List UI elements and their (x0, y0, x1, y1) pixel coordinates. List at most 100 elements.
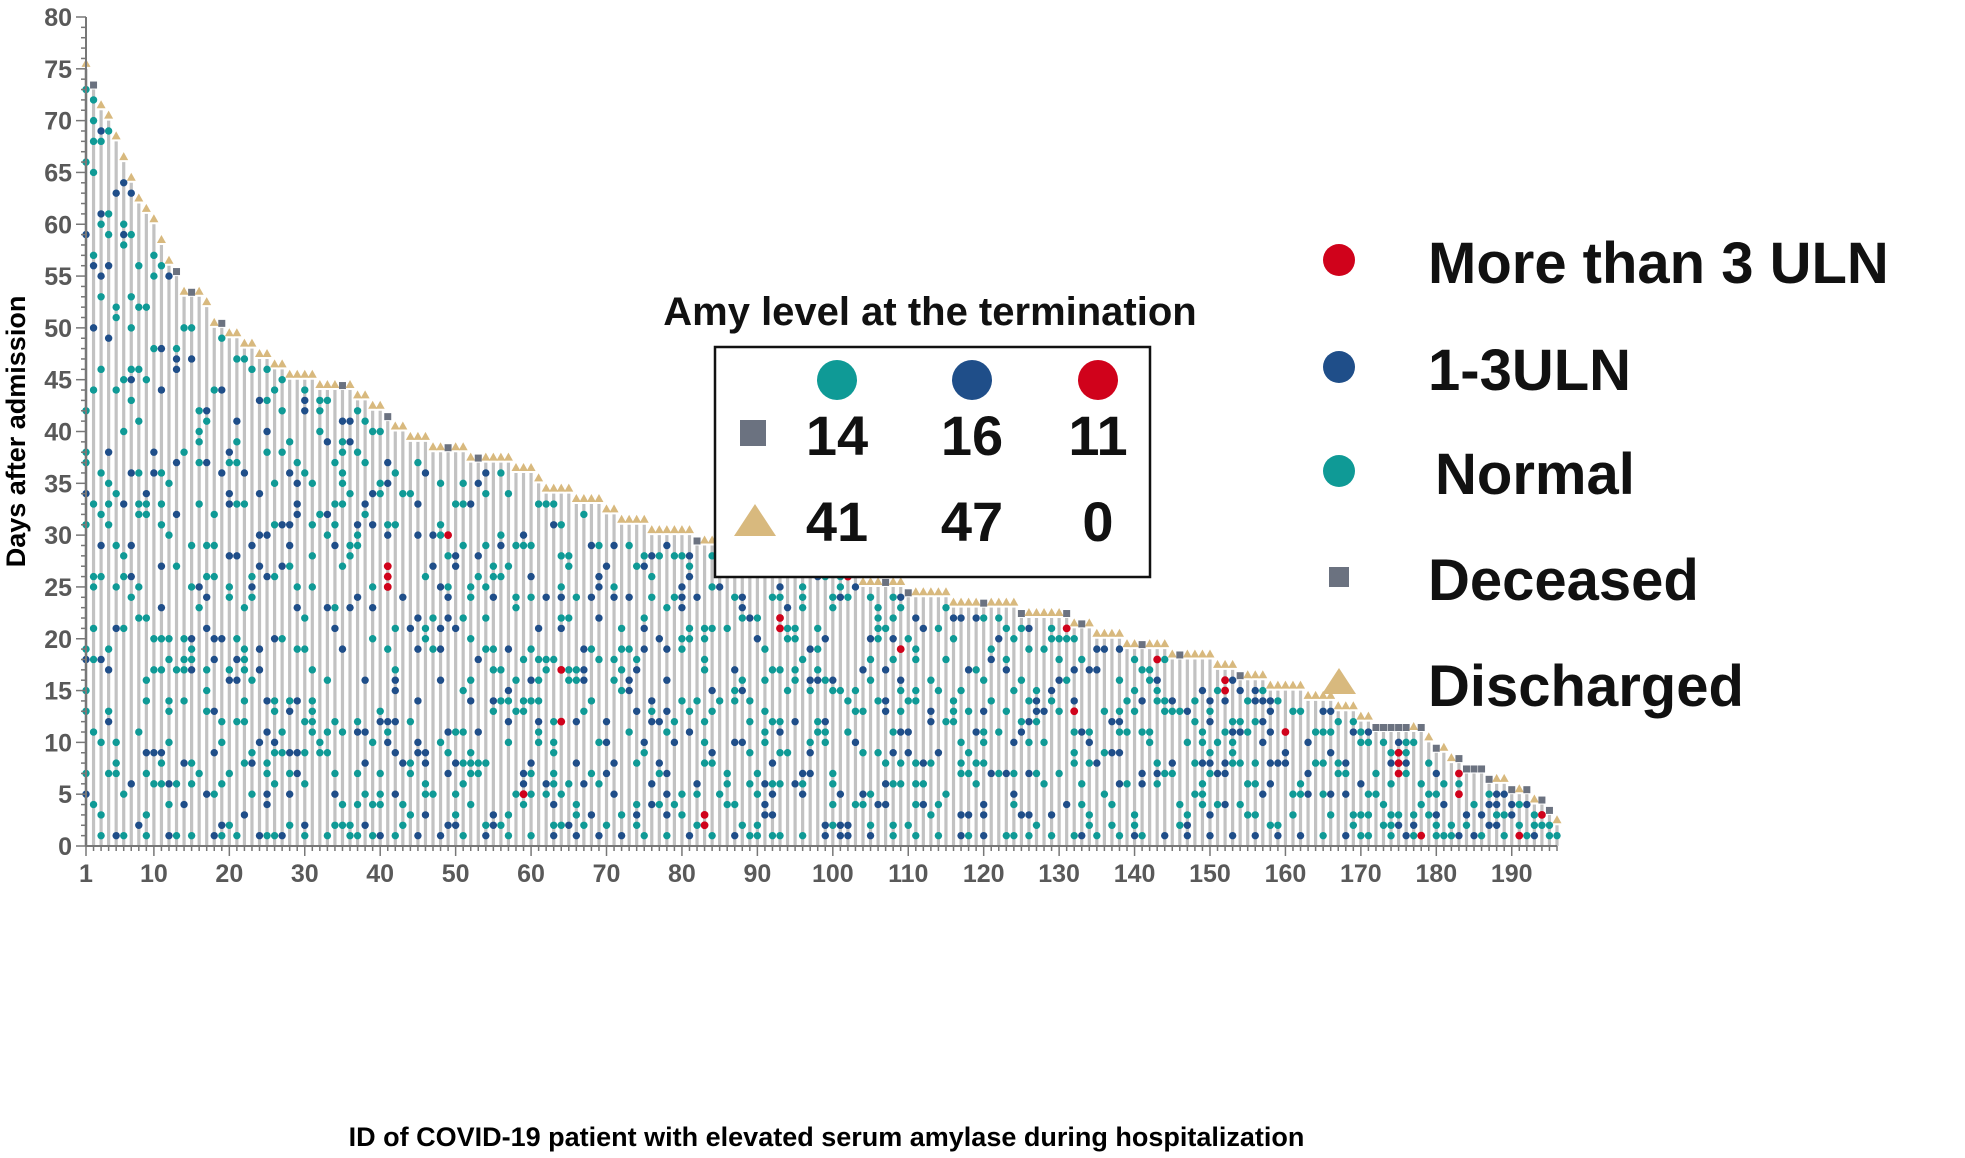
normal-point (640, 614, 648, 622)
normal-point (550, 749, 558, 757)
gt3uln-point (1455, 769, 1463, 778)
uln-1-3-point (1492, 821, 1501, 829)
measurement-point (753, 831, 762, 840)
normal-point (218, 334, 226, 342)
uln-1-3-point (368, 489, 377, 498)
normal-point (550, 655, 558, 664)
discharged-marker (926, 587, 936, 596)
measurement-point (731, 831, 739, 840)
uln-1-3-point (663, 790, 671, 798)
uln-1-3-point (1485, 800, 1493, 809)
y-tick-label: 5 (58, 781, 72, 809)
discharged-marker (1024, 608, 1034, 617)
x-tick-label: 20 (215, 860, 243, 888)
uln-1-3-point (1206, 697, 1214, 705)
normal-point (406, 759, 415, 767)
uln-1-3-point (685, 552, 694, 560)
discharged-marker (556, 483, 566, 492)
normal-point (1259, 686, 1267, 695)
normal-point (89, 168, 98, 177)
uln-1-3-point (1440, 800, 1448, 809)
measurement-point (527, 831, 535, 840)
normal-point (489, 645, 498, 653)
normal-point (580, 821, 588, 829)
normal-point (127, 593, 135, 601)
uln-1-3-point (844, 821, 852, 829)
uln-1-3-point (489, 697, 498, 705)
gt3uln-point (700, 821, 709, 830)
uln-1-3-point (406, 624, 415, 633)
normal-point (512, 676, 520, 684)
normal-point (1115, 707, 1124, 715)
points-layer (81, 58, 1562, 840)
normal-point (1055, 707, 1063, 715)
normal-point (979, 676, 988, 684)
normal-point (1055, 635, 1063, 643)
uln-1-3-point (1085, 738, 1093, 747)
discharged-marker (1167, 649, 1177, 658)
normal-point (859, 707, 867, 715)
normal-point (572, 800, 581, 809)
normal-point (135, 500, 143, 508)
normal-point (685, 562, 694, 570)
normal-point (1206, 707, 1214, 715)
uln-1-3-point (663, 676, 671, 684)
normal-point (519, 541, 528, 550)
uln-1-3-point (399, 593, 407, 601)
uln-1-3-point (225, 676, 234, 684)
normal-point (195, 458, 203, 467)
uln-1-3-point (157, 603, 166, 612)
uln-1-3-point (1349, 728, 1358, 736)
uln-1-3-point (1138, 697, 1146, 705)
normal-point (859, 749, 867, 757)
normal-point (1289, 811, 1297, 819)
uln-1-3-point (1115, 717, 1124, 726)
gt3uln-point (700, 811, 709, 819)
normal-point (1025, 697, 1033, 705)
uln-1-3-point (1259, 790, 1267, 798)
normal-point (135, 510, 143, 519)
uln-1-3-point (610, 759, 618, 767)
discharged-marker (375, 400, 385, 409)
normal-point (120, 375, 128, 384)
uln-1-3-point (255, 562, 264, 570)
normal-point (150, 666, 158, 674)
normal-point (655, 769, 664, 778)
normal-point (142, 500, 151, 508)
normal-point (467, 759, 475, 767)
normal-point (316, 749, 324, 757)
discharged-marker (179, 286, 189, 295)
normal-point (233, 717, 241, 726)
y-tick-label: 50 (44, 315, 72, 343)
normal-point (497, 821, 505, 829)
normal-point (142, 303, 151, 311)
normal-point (964, 707, 973, 715)
uln-1-3-point (293, 697, 301, 705)
table-row-discharged-marker (734, 504, 776, 536)
uln-1-3-point (1402, 831, 1410, 840)
discharged-marker (345, 380, 355, 389)
deceased-marker (1462, 765, 1470, 773)
normal-point (768, 593, 777, 601)
normal-point (1387, 780, 1395, 788)
uln-1-3-point (580, 645, 588, 653)
normal-point (783, 635, 792, 643)
normal-point (776, 831, 784, 840)
uln-1-3-point (467, 500, 475, 508)
uln-1-3-point (527, 676, 535, 684)
deceased-marker (693, 537, 701, 545)
normal-point (323, 749, 332, 757)
normal-point (527, 790, 535, 798)
table-row-deceased-marker (740, 420, 766, 446)
normal-point (1025, 645, 1033, 653)
normal-point (482, 614, 490, 622)
normal-point (142, 811, 151, 819)
normal-point (421, 790, 430, 798)
uln-1-3-point (851, 583, 860, 591)
normal-point (1198, 800, 1207, 809)
uln-1-3-point (1492, 800, 1501, 809)
discharged-marker (1039, 608, 1049, 617)
normal-point (821, 728, 829, 736)
normal-point (783, 749, 792, 757)
